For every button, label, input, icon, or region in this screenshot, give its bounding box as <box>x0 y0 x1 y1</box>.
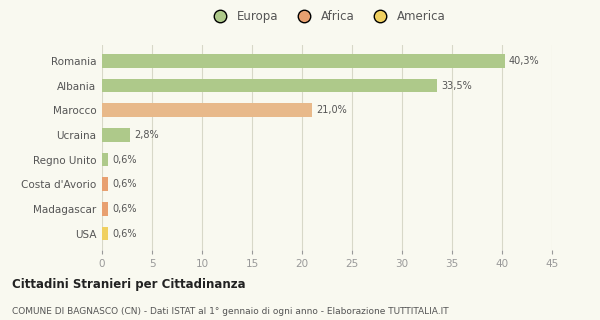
Text: 40,3%: 40,3% <box>509 56 539 66</box>
Text: 33,5%: 33,5% <box>441 81 472 91</box>
Bar <box>102 54 505 68</box>
Text: 0,6%: 0,6% <box>112 179 137 189</box>
Bar <box>102 79 437 92</box>
Bar <box>102 153 108 166</box>
Text: 0,6%: 0,6% <box>112 204 137 214</box>
Bar <box>102 202 108 216</box>
Text: 0,6%: 0,6% <box>112 155 137 164</box>
Text: Cittadini Stranieri per Cittadinanza: Cittadini Stranieri per Cittadinanza <box>12 278 245 291</box>
Bar <box>102 128 130 142</box>
Text: COMUNE DI BAGNASCO (CN) - Dati ISTAT al 1° gennaio di ogni anno - Elaborazione T: COMUNE DI BAGNASCO (CN) - Dati ISTAT al … <box>12 307 449 316</box>
Legend: Europa, Africa, America: Europa, Africa, America <box>203 6 451 28</box>
Bar <box>102 177 108 191</box>
Bar <box>102 227 108 240</box>
Bar <box>102 103 312 117</box>
Text: 21,0%: 21,0% <box>316 105 347 115</box>
Text: 2,8%: 2,8% <box>134 130 158 140</box>
Text: 0,6%: 0,6% <box>112 228 137 238</box>
